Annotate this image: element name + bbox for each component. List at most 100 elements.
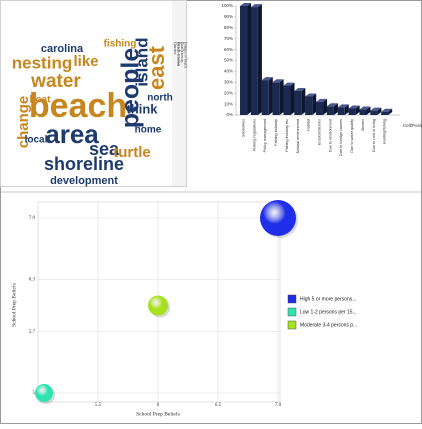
bar [240,6,248,115]
bar-side [301,88,306,115]
bar [326,106,334,115]
x-tick-label: Shorelines [242,119,246,137]
y-tick-label: 100% [221,3,233,8]
y-tick-label: 80% [224,25,233,30]
cloud-word: north [147,93,173,104]
y-axis-title: School Prep Beliefs [10,283,17,327]
side-item: Queries [173,42,178,55]
cloud-word: sea [89,139,120,159]
cloud-word: area [45,119,99,149]
y-tick-label: 50% [224,58,233,63]
legend-label: Moderate 3-4 persons p... [300,322,357,328]
y-tick-label: 5 [33,391,36,396]
bar-side [279,79,284,115]
bar [370,110,378,115]
cloud-word: shoreline [44,154,124,174]
y-tick-label: 7.0 [29,216,36,221]
cloud-word: island [132,37,151,86]
bar-side [312,93,317,115]
x-axis-title: School Prep Beliefs [136,410,180,417]
x-tick-label: Fishing regulations [252,119,256,151]
y-tick-label: 10% [224,101,233,106]
bar-side [257,4,262,116]
bar-side [333,103,338,115]
bar [250,7,258,116]
x-tick-label: 7.0 [275,403,282,408]
cloud-panel [0,0,187,187]
legend-label: High 5 or more persons... [300,296,356,302]
x-tick-label: 5.5 [95,403,102,408]
cloud-word: turtle [113,144,151,161]
side-item: Images of beach [184,42,189,68]
bar-top [305,93,317,97]
cloud-word: think [126,101,158,116]
cloud-word: boat [29,95,51,106]
x-tick-label: Natural environment [296,118,300,153]
cloud-word: home [135,125,162,136]
bar-top [250,4,262,8]
bar-top [337,104,349,108]
x-tick-label: Policy management [263,118,267,152]
legend-swatch [287,294,297,304]
bar-side [247,3,252,115]
bar-side [355,105,360,115]
x-tick-label: Due to water quality [350,119,354,153]
bar-top [294,88,306,92]
x-tick-label: Fishing industry etc [285,119,289,152]
side-item: Beach erosion [177,42,182,67]
legend-swatch [287,307,297,317]
x-tick-label: Habitat [307,118,311,131]
x-tick-label: Fishing industry [274,119,278,146]
bar-top [316,98,328,102]
y-tick-label: 6.3 [29,277,36,282]
y-tick-label: 40% [224,69,233,74]
cloud-word: east [144,45,169,90]
bar-side [388,108,393,115]
y-tick-label: 90% [224,14,233,19]
y-tick-label: 60% [224,47,233,52]
x-tick-label: Storms [361,119,365,131]
bar-top [381,108,393,112]
bar [272,82,280,115]
bar-side [323,98,328,115]
legend-label: Low 1-2 persons per 15... [300,309,357,315]
bar-top [359,106,371,110]
x-tick-label: Due to foreign causes [339,119,343,156]
bar-side [377,107,382,115]
cloud-word: change [15,96,32,149]
y-tick-label: 20% [224,90,233,95]
x-tick-label: 6.5 [215,403,222,408]
bar [316,101,324,115]
bar-top [348,105,360,109]
bar [381,111,389,115]
cloud-word: water [30,71,81,92]
bar [348,108,356,115]
x-tick-label: Due to environment [328,118,332,152]
y-tick-label: 30% [224,79,233,84]
cloud-word: like [73,53,98,70]
x-tick-label: Hunting/fishing [383,119,387,144]
bar [337,107,345,115]
bar-side [344,104,349,115]
bar [359,109,367,115]
x-tick-label: 6 [157,403,160,408]
bar-top [240,3,252,6]
bar [261,80,269,115]
x-axis-label: Cell/Positio [403,123,422,128]
bubble [148,295,168,316]
cloud-word: fishing [104,39,137,50]
bubble [35,384,53,402]
cloud-word: carolina [41,43,84,55]
x-tick-label: Due to cost of living [372,119,376,152]
bar [283,85,291,115]
bar-side [366,106,371,115]
cloud-word: development [50,175,118,187]
cloud-word: local [25,135,48,146]
bar-top [261,77,273,81]
bar-side [268,77,273,115]
bar-side [290,82,295,115]
bar-top [283,82,295,86]
bar [305,96,313,115]
